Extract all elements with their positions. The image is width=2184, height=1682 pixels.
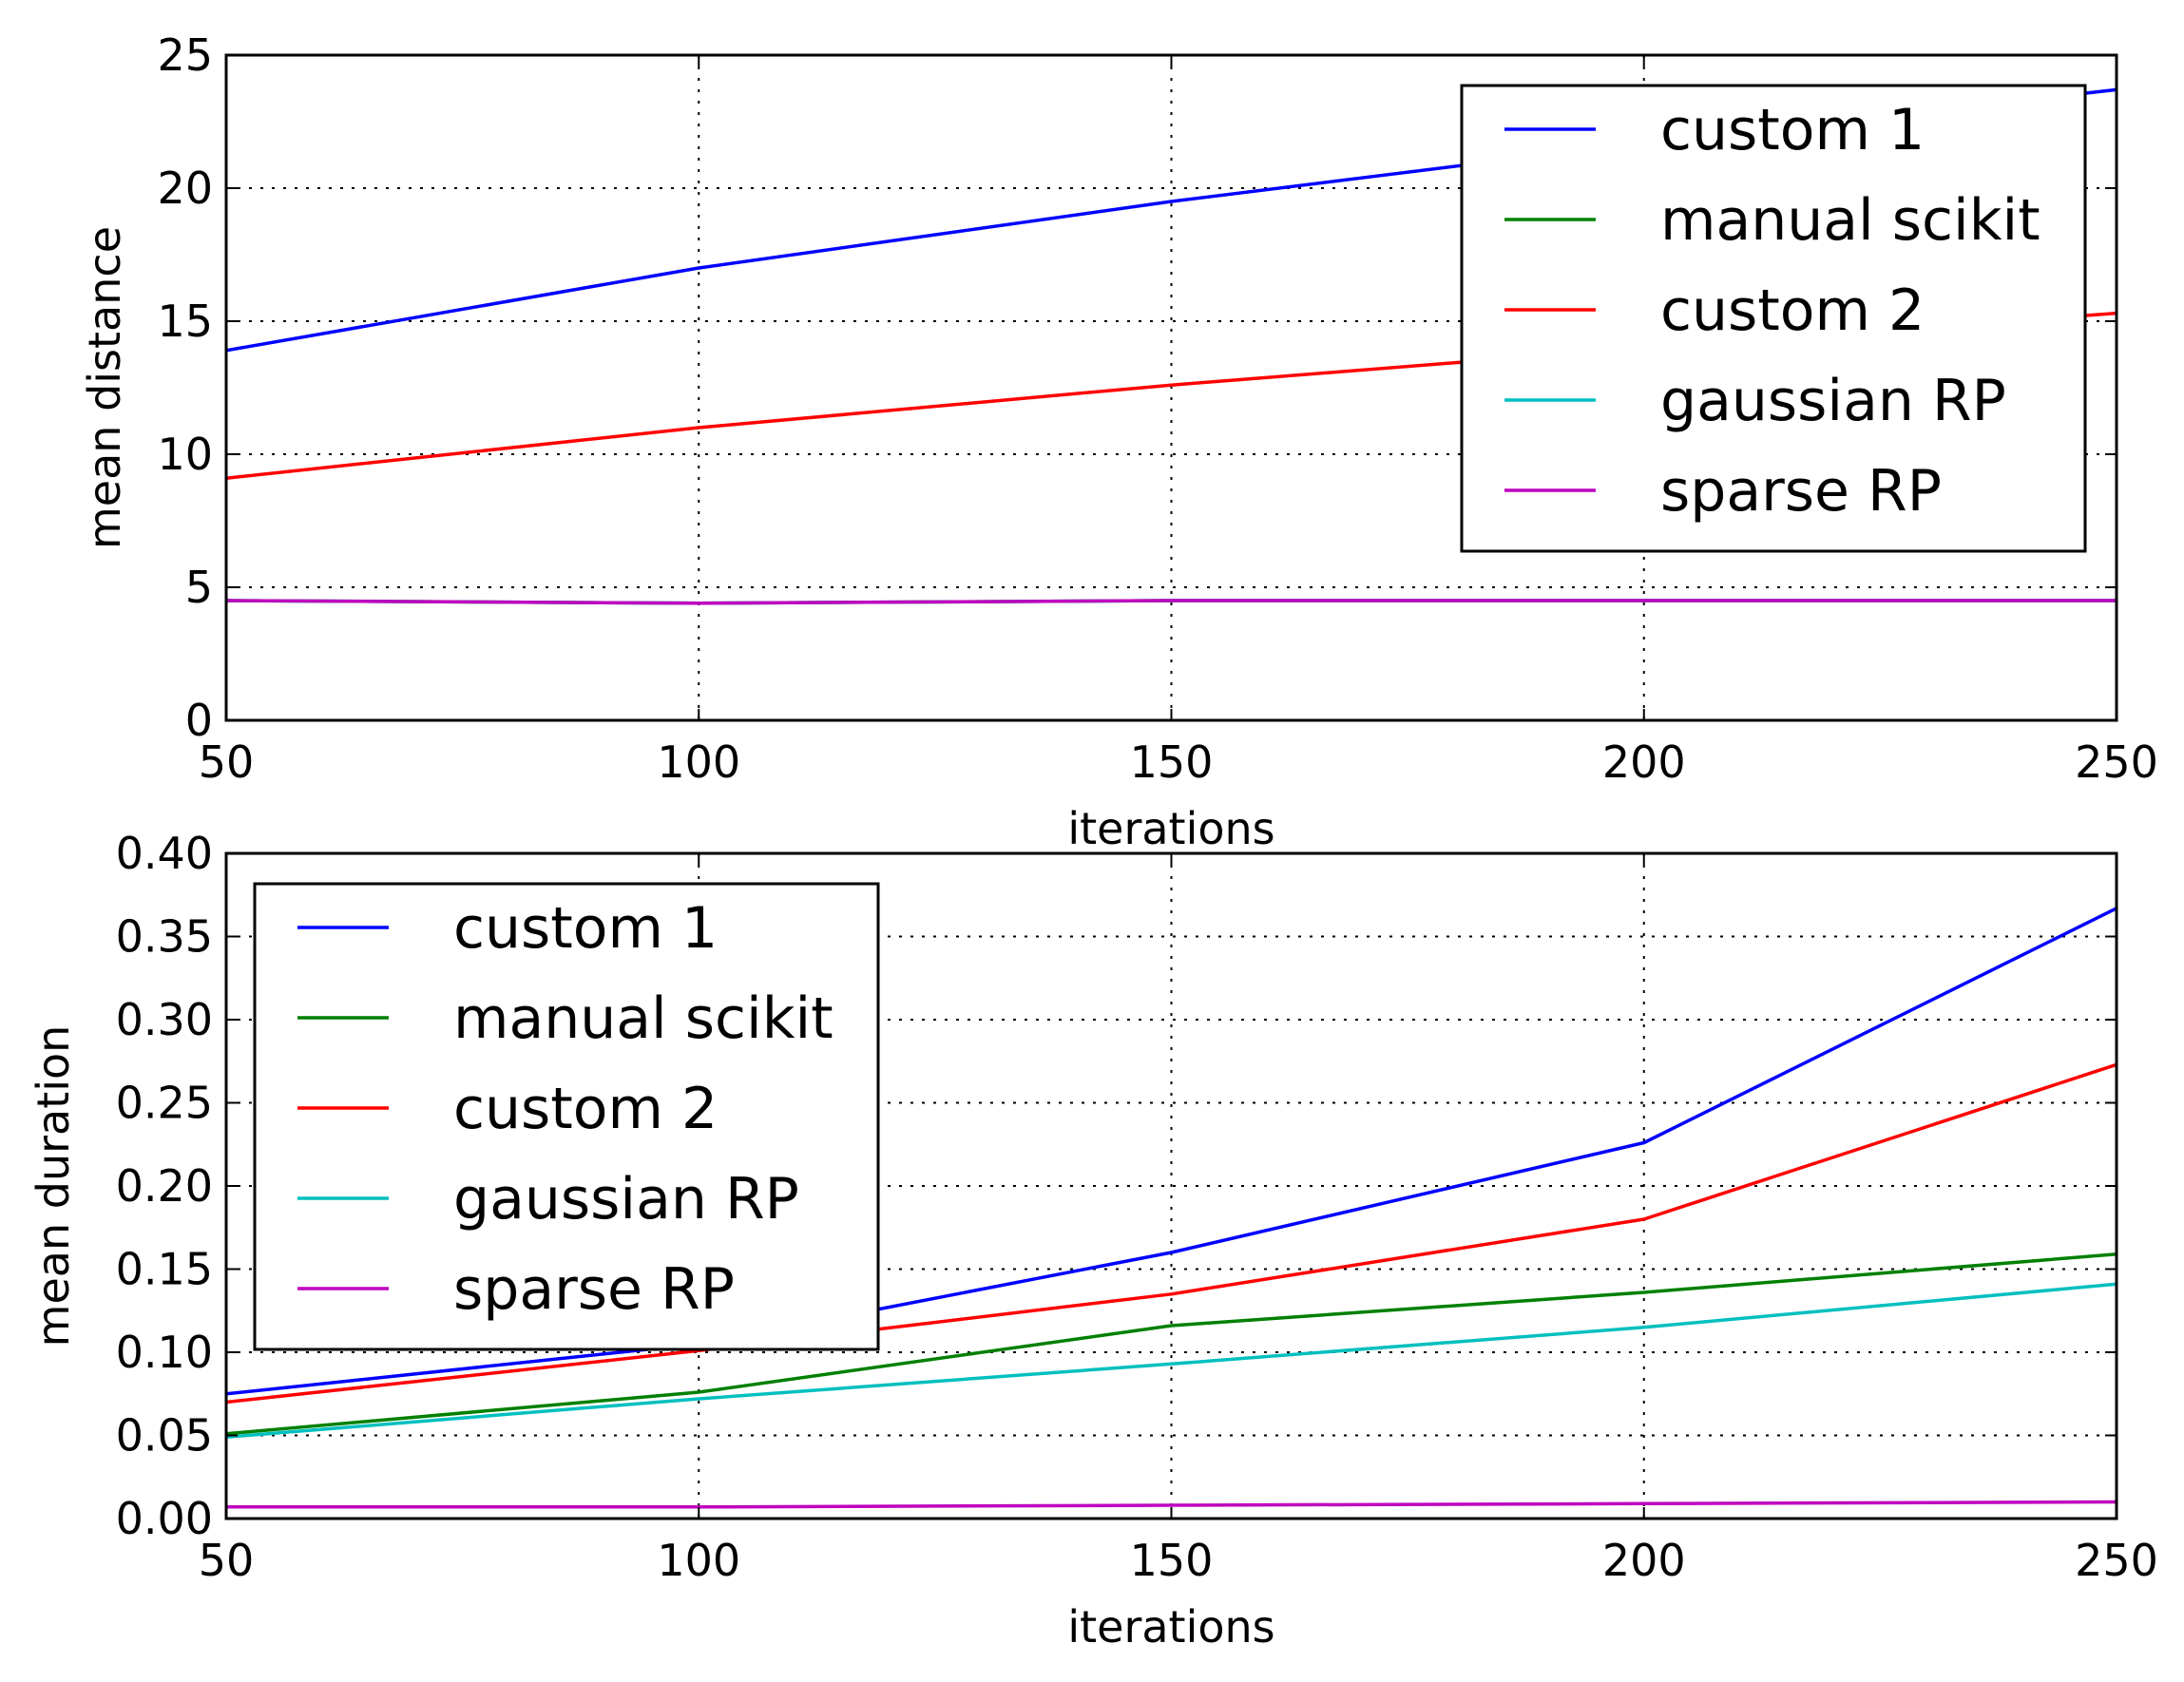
legend-label: sparse RP (453, 1256, 735, 1323)
series-line-custom-1 (225, 907, 2117, 1396)
series-line-manual-scikit (225, 1252, 2117, 1436)
y-tick-label: 0.40 (116, 828, 213, 879)
legend: custom 1 manual scikit custom 2 gaussian RP… (1460, 84, 2087, 553)
y-axis-label: mean distance (79, 226, 130, 549)
legend-label: gaussian RP (453, 1166, 799, 1233)
legend-label: manual scikit (453, 985, 833, 1052)
y-tick-label: 15 (157, 296, 213, 347)
legend-label: custom 1 (1660, 97, 1925, 163)
chart-panel-2: 50 100 150 200 250 0.00 0.05 0.10 0.15 0.20 0.25 0.… (28, 828, 2158, 1653)
x-tick-label: 150 (1130, 1535, 1214, 1586)
y-tick-label: 0.00 (116, 1493, 213, 1544)
x-tick-label: 250 (2075, 1535, 2158, 1586)
y-axis-label: mean duration (28, 1025, 79, 1348)
legend-label: custom 2 (453, 1076, 718, 1142)
series-line-sparse-rp (226, 1500, 2117, 1509)
x-tick-label: 100 (657, 736, 740, 788)
legend-box (253, 882, 880, 1351)
legend-label: manual scikit (1660, 187, 2040, 254)
legend-box (1460, 84, 2087, 553)
y-tick-label: 0.05 (116, 1410, 213, 1462)
x-tick-label: 200 (1602, 1535, 1686, 1586)
y-tick-label: 5 (185, 562, 213, 613)
x-tick-label: 50 (199, 736, 255, 788)
legend: custom 1 manual scikit custom 2 gaussian RP… (253, 882, 880, 1351)
x-tick-label: 150 (1130, 736, 1214, 788)
y-tick-label: 0.20 (116, 1160, 213, 1212)
x-axis-label: iterations (1067, 803, 1274, 854)
legend-label: custom 2 (1660, 277, 1925, 344)
x-tick-label: 250 (2075, 736, 2158, 788)
y-tick-label: 0.25 (116, 1078, 213, 1129)
y-tick-label: 0.35 (116, 911, 213, 963)
series-line-gaussian-rp (225, 1282, 2117, 1440)
x-tick-label: 100 (657, 1535, 740, 1586)
y-tick-label: 0.30 (116, 994, 213, 1045)
y-tick-label: 0.15 (116, 1244, 213, 1295)
x-tick-label: 50 (199, 1535, 255, 1586)
series-line-sparse-rp (225, 599, 2117, 605)
legend-label: gaussian RP (1660, 368, 2006, 434)
y-tick-label: 10 (157, 429, 213, 480)
y-tick-label: 0.10 (116, 1327, 213, 1378)
series-line-custom-2 (225, 1062, 2117, 1405)
legend-label: custom 1 (453, 895, 718, 962)
x-tick-label: 200 (1602, 736, 1686, 788)
legend-label: sparse RP (1660, 458, 1942, 525)
chart-panel-1: 50 100 150 200 250 0 5 10 15 20 25 iterations mean d… (79, 29, 2158, 854)
x-axis-label: iterations (1067, 1601, 1274, 1653)
y-tick-label: 25 (157, 29, 213, 81)
y-tick-label: 20 (157, 162, 213, 214)
y-tick-label: 0 (185, 695, 213, 746)
